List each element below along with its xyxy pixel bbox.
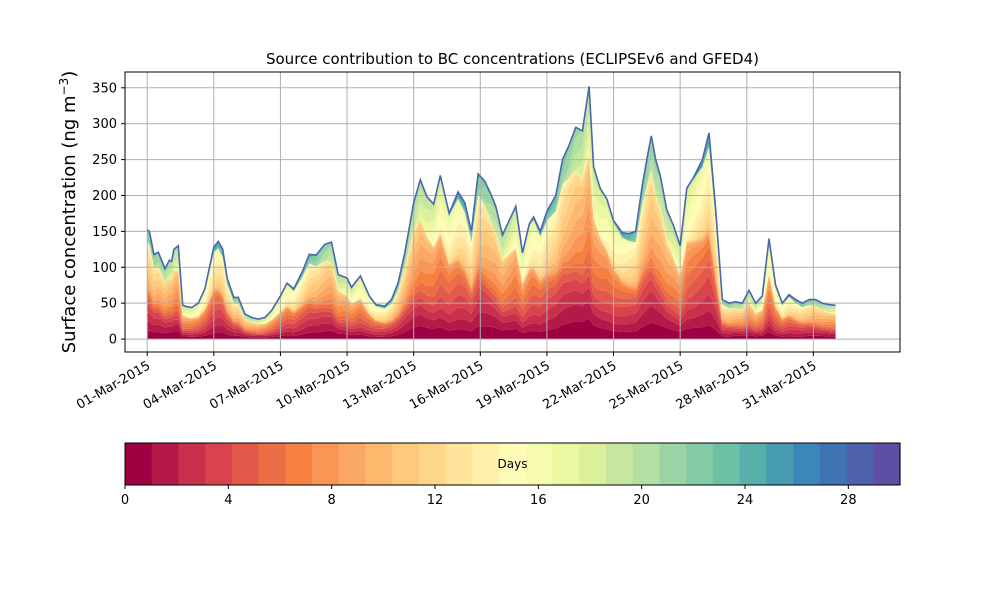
colorbar-swatch — [659, 443, 687, 485]
y-tick-label: 150 — [92, 225, 117, 240]
y-tick-label: 200 — [92, 189, 117, 204]
colorbar-tick-label: 20 — [633, 493, 650, 508]
area-layer-day-20 — [147, 86, 836, 320]
x-tick-label: 19-Mar-2015 — [474, 358, 553, 412]
colorbar-tick-label: 12 — [427, 493, 444, 508]
colorbar: 0 4 8 12 16 20 24 28 — [121, 442, 901, 508]
colorbar-swatch — [606, 443, 634, 485]
colorbar-tick-label: 8 — [328, 493, 336, 508]
x-tick-label: 16-Mar-2015 — [407, 358, 486, 412]
colorbar-swatch — [739, 443, 767, 485]
colorbar-swatch — [312, 443, 340, 485]
colorbar-swatch — [873, 443, 901, 485]
total-line — [146, 86, 836, 320]
colorbar-swatch — [632, 443, 661, 485]
colorbar-swatch — [499, 443, 527, 485]
colorbar-tick-label: 0 — [121, 493, 129, 508]
area-layer-day-3 — [147, 275, 836, 335]
colorbar-swatch — [178, 443, 206, 485]
y-tick-label: 250 — [92, 153, 117, 168]
colorbar-tick-label: 16 — [530, 493, 547, 508]
colorbar-swatch — [552, 443, 580, 485]
area-layer-day-4 — [147, 259, 836, 334]
y-axis: 0 50 100 150 200 250 300 350 — [92, 81, 125, 348]
area-layer-day-2 — [147, 287, 836, 336]
area-layer-day-0 — [147, 318, 836, 340]
colorbar-swatch — [258, 443, 286, 485]
colorbar-swatch — [365, 443, 393, 485]
colorbar-swatch — [472, 443, 500, 485]
y-tick-label: 350 — [92, 81, 117, 96]
area-layer-day-1 — [147, 301, 836, 338]
colorbar-frame — [124, 442, 901, 486]
y-tick-label: 50 — [100, 297, 117, 312]
x-tick-label: 22-Mar-2015 — [540, 358, 619, 412]
y-axis-label-exponent: −3 — [57, 78, 71, 96]
colorbar-swatch — [712, 443, 741, 485]
x-tick-label: 01-Mar-2015 — [74, 358, 153, 412]
colorbar-swatch — [819, 443, 848, 485]
colorbar-tick-label: 4 — [224, 493, 232, 508]
y-tick-label: 300 — [92, 117, 117, 132]
grid-lines — [125, 72, 900, 352]
colorbar-swatch — [525, 443, 554, 485]
colorbar-swatch — [392, 443, 420, 485]
colorbar-swatch — [766, 443, 794, 485]
colorbar-swatch — [231, 443, 260, 485]
x-tick-label: 28-Mar-2015 — [674, 358, 753, 412]
plot-frame — [124, 71, 901, 353]
colorbar-swatch — [151, 443, 180, 485]
total-outline-group — [146, 86, 836, 320]
area-layer-day-5 — [147, 245, 836, 333]
area-layer-day-19 — [147, 86, 836, 320]
x-tick-label: 07-Mar-2015 — [207, 358, 286, 412]
y-tick-label: 100 — [92, 261, 117, 276]
area-layer-day-10 — [147, 156, 836, 326]
colorbar-swatch — [338, 443, 367, 485]
colorbar-swatch — [125, 443, 153, 485]
y-axis-label-suffix: ) — [59, 71, 80, 78]
x-tick-label: 13-Mar-2015 — [341, 358, 420, 412]
x-axis: 01-Mar-201504-Mar-201507-Mar-201510-Mar-… — [74, 352, 819, 413]
colorbar-swatch — [793, 443, 821, 485]
chart-title: Source contribution to BC concentrations… — [266, 50, 759, 68]
colorbar-swatch — [445, 443, 474, 485]
y-axis-label: Surface concentration (ng m−3) — [57, 71, 80, 354]
colorbar-swatch — [686, 443, 714, 485]
x-tick-label: 25-Mar-2015 — [607, 358, 686, 412]
x-tick-label: 31-Mar-2015 — [740, 358, 819, 412]
colorbar-swatch — [285, 443, 313, 485]
x-tick-label: 04-Mar-2015 — [141, 358, 220, 412]
colorbar-swatch — [418, 443, 447, 485]
y-tick-label: 0 — [109, 333, 117, 348]
x-tick-label: 10-Mar-2015 — [274, 358, 353, 412]
y-axis-label-text: Surface concentration (ng m — [59, 95, 80, 353]
colorbar-tick-label: 24 — [737, 493, 754, 508]
area-series-group — [147, 86, 836, 340]
colorbar-label: Days — [498, 457, 528, 471]
colorbar-swatch — [205, 443, 233, 485]
colorbar-swatch — [846, 443, 874, 485]
colorbar-swatch — [579, 443, 607, 485]
colorbar-tick-label: 28 — [840, 493, 857, 508]
